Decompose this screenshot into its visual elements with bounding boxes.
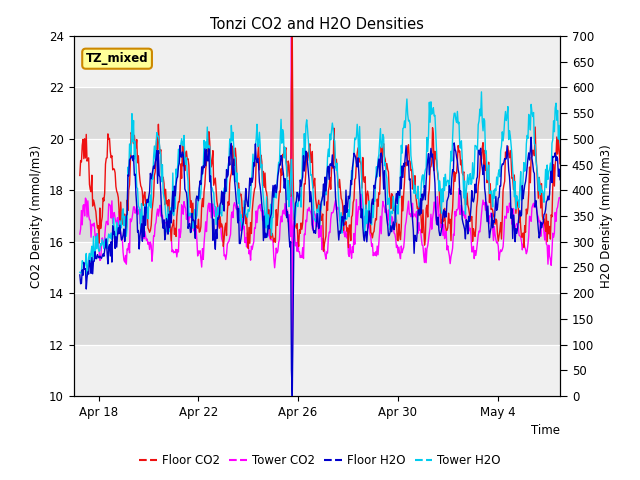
Bar <box>74 190 560 242</box>
Bar <box>74 293 560 345</box>
X-axis label: Time: Time <box>531 424 560 437</box>
Bar <box>74 345 560 396</box>
Text: TZ_mixed: TZ_mixed <box>86 52 148 65</box>
Legend: Floor CO2, Tower CO2, Floor H2O, Tower H2O: Floor CO2, Tower CO2, Floor H2O, Tower H… <box>135 449 505 472</box>
Bar <box>74 139 560 190</box>
Bar <box>74 242 560 293</box>
Bar <box>74 36 560 87</box>
Bar <box>74 87 560 139</box>
Y-axis label: CO2 Density (mmol/m3): CO2 Density (mmol/m3) <box>30 144 44 288</box>
Title: Tonzi CO2 and H2O Densities: Tonzi CO2 and H2O Densities <box>210 17 424 32</box>
Y-axis label: H2O Density (mmol/m3): H2O Density (mmol/m3) <box>600 144 612 288</box>
